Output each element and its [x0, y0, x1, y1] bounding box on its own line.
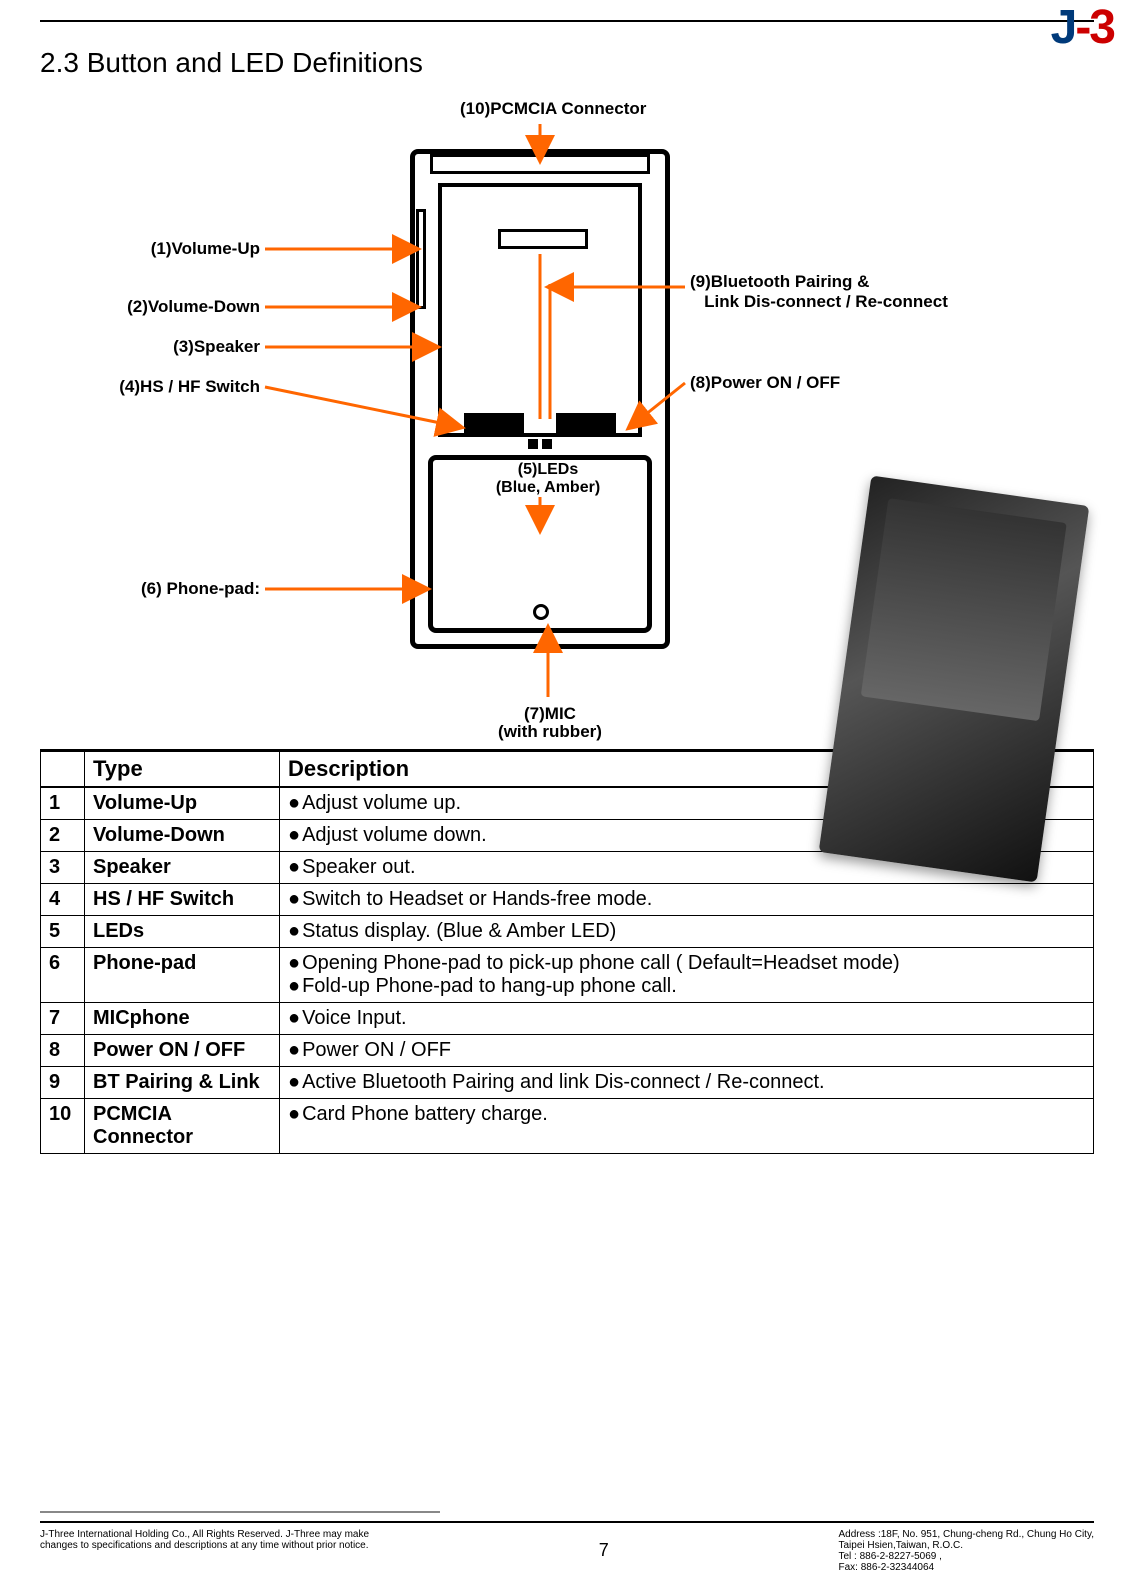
cell-type: BT Pairing & Link	[85, 1067, 280, 1099]
table-row: 5LEDs Status display. (Blue & Amber LED)	[41, 916, 1094, 948]
cell-type: Volume-Up	[85, 787, 280, 820]
cell-desc: Voice Input.	[280, 1003, 1094, 1035]
desc-line: Active Bluetooth Pairing and link Dis-co…	[288, 1071, 1085, 1094]
table-row: 4HS / HF Switch Switch to Headset or Hand…	[41, 884, 1094, 916]
cell-desc: Active Bluetooth Pairing and link Dis-co…	[280, 1067, 1094, 1099]
desc-line: Switch to Headset or Hands-free mode.	[288, 888, 1085, 911]
mic-hole	[533, 604, 549, 620]
cell-type: Volume-Down	[85, 820, 280, 852]
label-2: (2)Volume-Down	[100, 297, 260, 317]
table-row: 10PCMCIA Connector Card Phone battery cha…	[41, 1099, 1094, 1154]
footer-r3: Tel : 886-2-8227-5069 ,	[838, 1551, 1094, 1562]
hs-hf-switch	[464, 413, 524, 433]
power-button	[556, 413, 616, 433]
cell-type: MICphone	[85, 1003, 280, 1035]
footer-r1: Address :18F, No. 951, Chung-cheng Rd., …	[838, 1529, 1094, 1540]
cell-num: 9	[41, 1067, 85, 1099]
section-title: 2.3 Button and LED Definitions	[40, 47, 1094, 79]
logo: J-3	[1051, 0, 1114, 55]
diagram-area: (10)PCMCIA Connector (1)Volume-Up (2)Vol…	[40, 89, 1094, 749]
cell-num: 3	[41, 852, 85, 884]
cell-desc: Status display. (Blue & Amber LED)	[280, 916, 1094, 948]
footer-left-1: J-Three International Holding Co., All R…	[40, 1529, 369, 1540]
footer-left-2: changes to specifications and descriptio…	[40, 1540, 369, 1551]
page-number: 7	[599, 1541, 609, 1561]
table-row: 9BT Pairing & Link Active Bluetooth Pairi…	[41, 1067, 1094, 1099]
th-type: Type	[85, 751, 280, 788]
cell-num: 5	[41, 916, 85, 948]
label-8: (8)Power ON / OFF	[690, 373, 840, 393]
leds	[528, 439, 552, 449]
cell-num: 1	[41, 787, 85, 820]
cell-desc: Opening Phone-pad to pick-up phone call …	[280, 948, 1094, 1003]
footer: J-Three International Holding Co., All R…	[0, 1521, 1134, 1573]
cell-desc: Switch to Headset or Hands-free mode.	[280, 884, 1094, 916]
leds-label-box: (5)LEDs (Blue, Amber)	[475, 461, 621, 496]
page: J-3 2.3 Button and LED Definitions (10)P…	[0, 0, 1134, 1593]
label-4: (4)HS / HF Switch	[90, 377, 260, 397]
desc-line: Card Phone battery charge.	[288, 1103, 1085, 1126]
table-row: 6Phone-pad Opening Phone-pad to pick-up p…	[41, 948, 1094, 1003]
device-drawing: (5)LEDs (Blue, Amber)	[410, 149, 670, 649]
label-5b: (Blue, Amber)	[475, 479, 621, 497]
footer-rule	[40, 1521, 1094, 1523]
top-rule	[40, 20, 1094, 22]
th-num	[41, 751, 85, 788]
cell-num: 4	[41, 884, 85, 916]
desc-line: Power ON / OFF	[288, 1039, 1085, 1062]
label-3: (3)Speaker	[140, 337, 260, 357]
label-9a: (9)Bluetooth Pairing &	[690, 272, 869, 292]
cell-num: 10	[41, 1099, 85, 1154]
footer-right: Address :18F, No. 951, Chung-cheng Rd., …	[838, 1529, 1094, 1573]
desc-line: Opening Phone-pad to pick-up phone call …	[288, 952, 1085, 975]
pcmcia-connector	[430, 154, 650, 174]
label-7b: (with rubber)	[480, 722, 620, 742]
footer-left: J-Three International Holding Co., All R…	[40, 1529, 369, 1551]
label-7a: (7)MIC	[500, 704, 600, 724]
table-row: 7MICphone Voice Input.	[41, 1003, 1094, 1035]
device-screen	[438, 183, 642, 437]
cell-num: 2	[41, 820, 85, 852]
table-row: 8Power ON / OFFPower ON / OFF	[41, 1035, 1094, 1067]
label-1: (1)Volume-Up	[120, 239, 260, 259]
label-6: (6) Phone-pad:	[130, 579, 260, 599]
desc-line: Fold-up Phone-pad to hang-up phone call.	[288, 975, 1085, 998]
footer-r2: Taipei Hsien,Taiwan, R.O.C.	[838, 1540, 1094, 1551]
footer-r4: Fax: 886-2-32344064	[838, 1562, 1094, 1573]
cell-num: 6	[41, 948, 85, 1003]
label-10: (10)PCMCIA Connector	[460, 99, 646, 119]
small-rect	[498, 229, 588, 249]
cell-type: PCMCIA Connector	[85, 1099, 280, 1154]
cell-type: Phone-pad	[85, 948, 280, 1003]
desc-line: Status display. (Blue & Amber LED)	[288, 920, 1085, 943]
cell-desc: Power ON / OFF	[280, 1035, 1094, 1067]
cell-desc: Card Phone battery charge.	[280, 1099, 1094, 1154]
label-5a: (5)LEDs	[475, 461, 621, 479]
desc-line: Voice Input.	[288, 1007, 1085, 1030]
cell-type: HS / HF Switch	[85, 884, 280, 916]
label-9b: Link Dis-connect / Re-connect	[690, 292, 948, 312]
cell-type: Speaker	[85, 852, 280, 884]
footer-grid: J-Three International Holding Co., All R…	[40, 1529, 1094, 1573]
cell-num: 7	[41, 1003, 85, 1035]
logo-j: J	[1051, 1, 1076, 54]
side-slot	[416, 209, 426, 309]
cell-type: LEDs	[85, 916, 280, 948]
cell-type: Power ON / OFF	[85, 1035, 280, 1067]
logo-dash3: -3	[1075, 1, 1114, 54]
footer-small-rule	[40, 1511, 440, 1513]
cell-num: 8	[41, 1035, 85, 1067]
